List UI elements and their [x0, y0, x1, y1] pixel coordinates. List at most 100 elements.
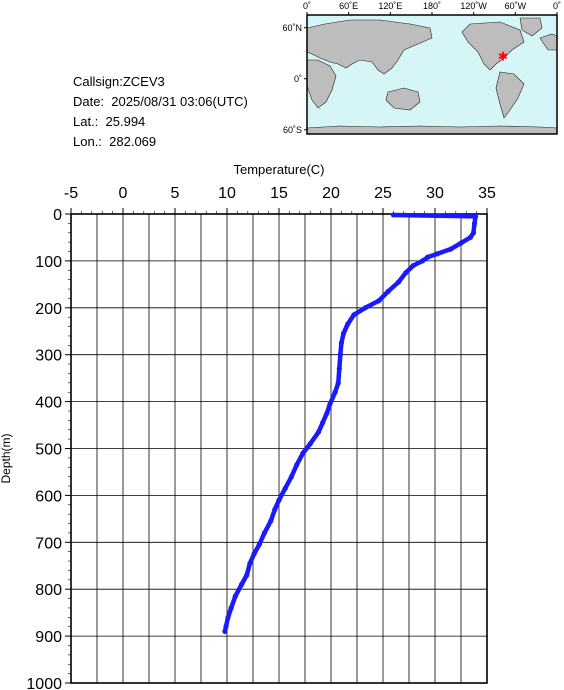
data-point [385, 288, 391, 294]
data-point [376, 298, 382, 304]
map-lon-tick-label: 120˚W [460, 1, 487, 11]
data-point [300, 450, 306, 456]
marker-star-icon: ✱ [498, 50, 508, 64]
data-point [261, 530, 268, 536]
y-tick-label: 200 [35, 301, 62, 318]
x-axis-label: Temperature(C) [233, 162, 324, 177]
data-point [225, 614, 231, 620]
y-tick-label: 1000 [26, 676, 62, 690]
map-lon-tick-label: 60˚W [505, 1, 527, 11]
y-tick-label: 400 [35, 395, 62, 412]
y-tick-label: 0 [53, 207, 62, 224]
data-point [222, 628, 228, 635]
map-lat-ticks: 60˚N 0˚ 60˚S [282, 23, 307, 135]
series-line [222, 212, 478, 634]
data-point [425, 254, 431, 260]
y-tick-label: 500 [35, 442, 62, 459]
latitude-text: Lat.: 25.994 [73, 114, 146, 129]
chart-axes: -5 0 5 10 15 20 25 30 35010020030040050060070080… [26, 185, 496, 690]
data-point [307, 441, 313, 447]
data-point [340, 330, 347, 337]
data-point [448, 246, 454, 252]
data-point [282, 485, 288, 491]
x-tick-label: 0 [119, 185, 128, 202]
data-point [320, 420, 326, 426]
x-tick-label: 35 [478, 185, 496, 202]
data-point [345, 321, 351, 327]
station-info: Callsign:ZCEV3 Date: 2025/08/31 03:06(UT… [73, 72, 248, 152]
data-point [403, 270, 409, 276]
data-point [338, 340, 344, 346]
data-point [315, 429, 322, 435]
land-eurasia [306, 19, 433, 75]
chart-grid [70, 213, 488, 684]
data-point [268, 518, 274, 524]
data-point [336, 366, 342, 372]
data-point [327, 401, 333, 407]
x-tick-label: 30 [426, 185, 444, 202]
x-tick-label: 15 [270, 185, 288, 202]
data-point [335, 380, 341, 386]
data-point [324, 410, 330, 416]
data-point [470, 230, 477, 236]
y-tick-label: 900 [35, 629, 62, 646]
x-tick-label: 5 [171, 185, 180, 202]
data-point [294, 462, 300, 468]
location-marker: ✱ [498, 50, 508, 64]
data-point [471, 220, 478, 226]
date-text: Date: 2025/08/31 03:06(UTC) [73, 94, 248, 109]
land-south-america [495, 71, 525, 119]
data-point [351, 312, 357, 318]
data-point [256, 542, 262, 548]
temperature-series [222, 212, 479, 635]
map-lon-ticks: 0˚ 60˚E 120˚E 180˚ 120˚W 60˚W 0˚ [303, 1, 561, 15]
map-lon-tick-label: 0˚ [303, 1, 311, 11]
data-point [223, 624, 229, 630]
map-lon-tick-label: 120˚E [378, 1, 402, 11]
x-tick-label: 25 [374, 185, 392, 202]
data-point [232, 593, 238, 599]
y-tick-label: 800 [35, 582, 62, 599]
data-point [332, 389, 338, 395]
y-axis-label: Depth(m) [0, 433, 13, 483]
x-tick-label: 20 [322, 185, 340, 202]
y-tick-label: 600 [35, 488, 62, 505]
data-point [251, 551, 257, 557]
x-tick-label: -5 [64, 185, 78, 202]
data-point [467, 234, 473, 241]
data-point [228, 605, 234, 611]
y-tick-label: 300 [35, 348, 62, 365]
land-australia [385, 87, 421, 111]
data-point [362, 305, 368, 311]
data-point [390, 212, 396, 218]
y-tick-label: 100 [35, 254, 62, 271]
map-lon-tick-label: 60˚E [339, 1, 358, 11]
data-point [247, 560, 253, 567]
data-point [238, 581, 245, 588]
longitude-text: Lon.: 282.069 [73, 134, 157, 149]
map-lat-tick-label: 0˚ [294, 74, 302, 84]
data-point [276, 497, 282, 503]
x-tick-label: 10 [218, 185, 236, 202]
data-point [288, 474, 295, 480]
data-point [337, 352, 343, 358]
land-greenland [519, 17, 543, 37]
data-point [410, 262, 416, 269]
map-lat-tick-label: 60˚S [283, 125, 302, 135]
map-land [306, 17, 558, 135]
land-africa [306, 59, 337, 109]
data-point [419, 258, 426, 264]
data-point [272, 506, 278, 513]
callsign-text: Callsign:ZCEV3 [73, 74, 165, 89]
data-point [396, 279, 402, 285]
data-point [434, 251, 440, 257]
data-point [458, 240, 464, 246]
y-tick-label: 700 [35, 535, 62, 552]
map-lon-tick-label: 180˚ [423, 1, 441, 11]
map-lat-tick-label: 60˚N [282, 23, 302, 33]
map-lon-tick-label: 0˚ [553, 1, 561, 11]
data-point [472, 213, 479, 219]
land-north-america [461, 21, 525, 71]
